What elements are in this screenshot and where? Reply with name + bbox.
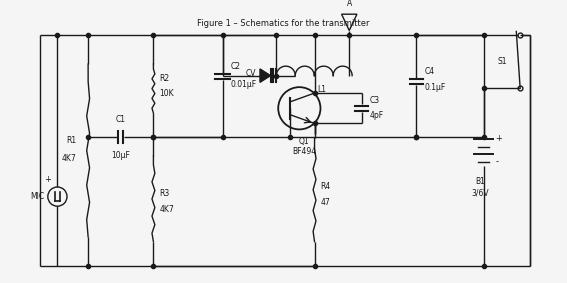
Text: 47: 47 bbox=[320, 198, 330, 207]
Text: C4: C4 bbox=[424, 67, 434, 76]
Text: C1: C1 bbox=[116, 115, 126, 124]
Text: MIC: MIC bbox=[30, 192, 44, 201]
Text: BF494: BF494 bbox=[292, 147, 316, 156]
Text: B1: B1 bbox=[475, 177, 485, 186]
Text: R1: R1 bbox=[66, 136, 77, 145]
Text: 4K7: 4K7 bbox=[62, 154, 77, 163]
Text: 4pF: 4pF bbox=[370, 112, 383, 121]
Text: 10K: 10K bbox=[159, 89, 174, 98]
Text: C2: C2 bbox=[230, 63, 240, 72]
Text: C3: C3 bbox=[370, 96, 379, 105]
Polygon shape bbox=[260, 69, 270, 82]
Text: R4: R4 bbox=[320, 183, 331, 191]
Text: S1: S1 bbox=[497, 57, 507, 66]
Text: 0.01μF: 0.01μF bbox=[230, 80, 256, 89]
Text: -: - bbox=[495, 158, 498, 166]
Text: +: + bbox=[44, 175, 51, 184]
Text: A: A bbox=[346, 0, 352, 8]
Text: R3: R3 bbox=[159, 189, 170, 198]
Text: R2: R2 bbox=[159, 74, 170, 83]
Text: 0.1μF: 0.1μF bbox=[424, 83, 446, 92]
Text: 10μF: 10μF bbox=[111, 151, 130, 160]
Text: 3/6V: 3/6V bbox=[471, 189, 489, 198]
Text: 4K7: 4K7 bbox=[159, 205, 174, 214]
Text: Q1: Q1 bbox=[299, 137, 310, 146]
Text: CV: CV bbox=[246, 69, 256, 78]
Text: L1: L1 bbox=[318, 85, 327, 94]
Text: Figure 1 – Schematics for the transmitter: Figure 1 – Schematics for the transmitte… bbox=[197, 19, 369, 28]
Text: +: + bbox=[495, 134, 502, 143]
